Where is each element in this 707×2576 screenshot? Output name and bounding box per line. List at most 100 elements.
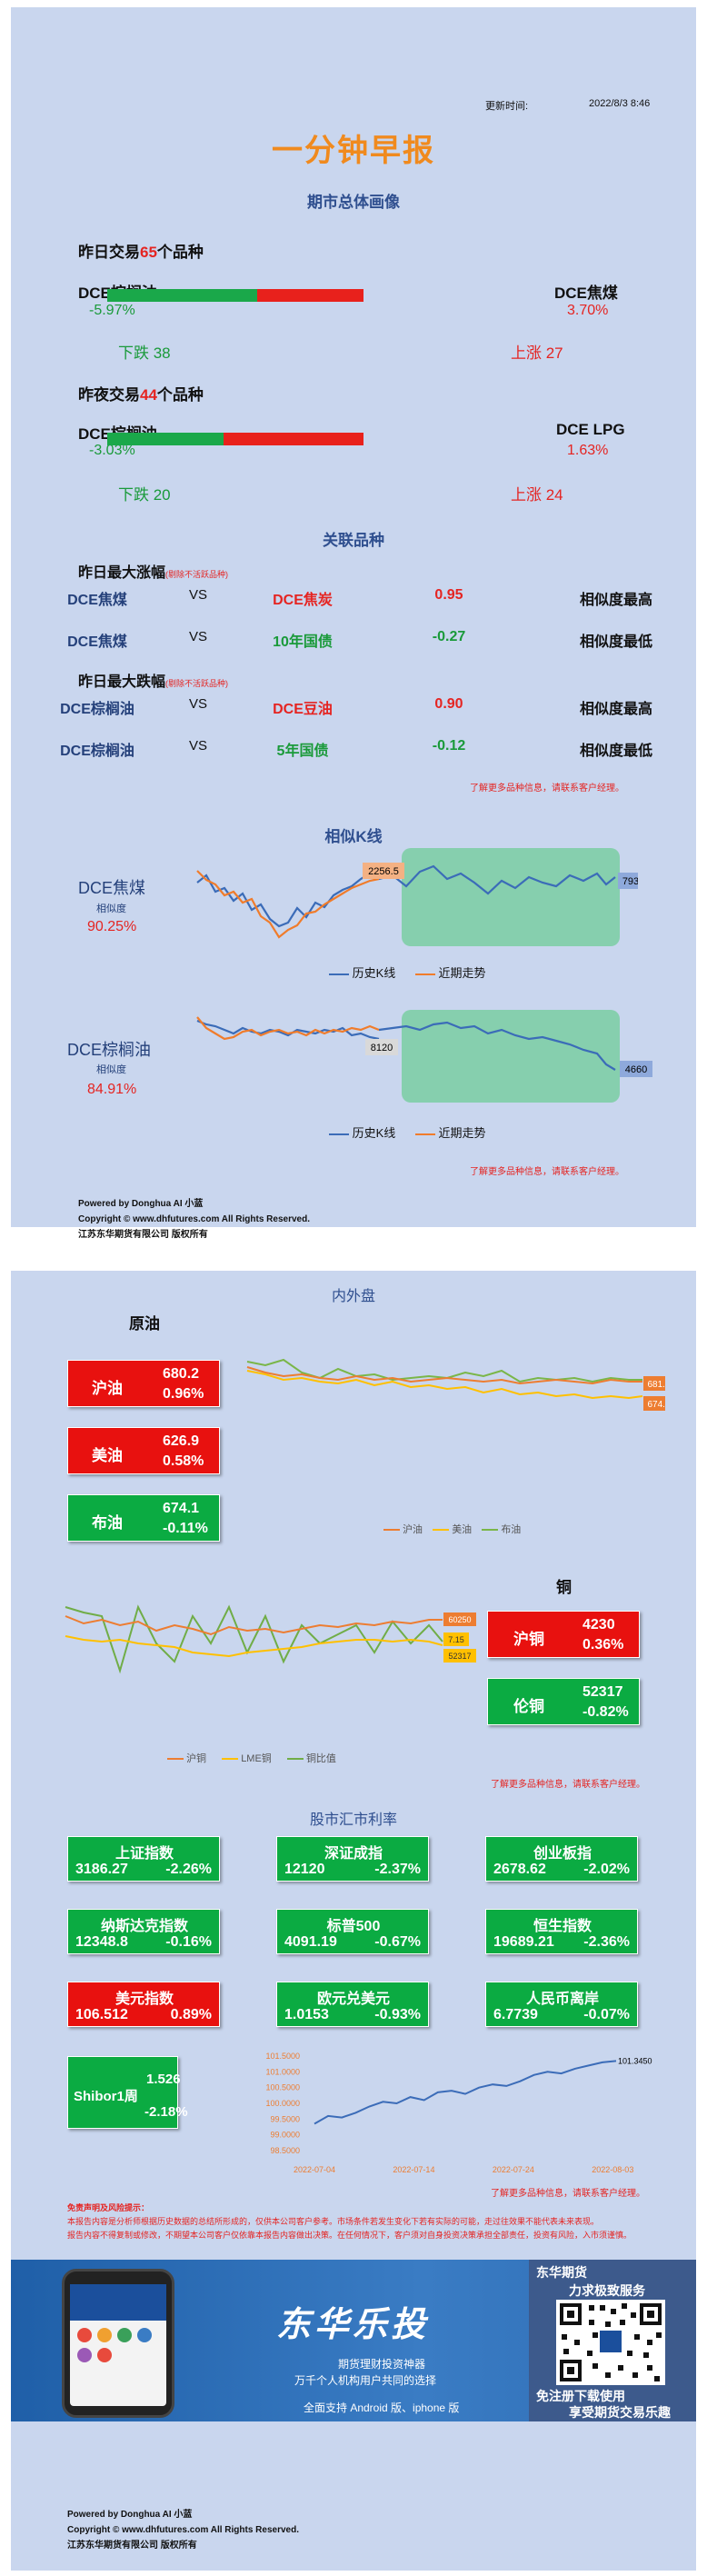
ad-sub3: 全面支持 Android 版、iphone 版 — [304, 2401, 460, 2414]
index-value: 4091.19 — [284, 1934, 337, 1950]
y-tick-label: 99.5000 — [270, 2114, 300, 2123]
night-left-pct: -3.03% — [89, 443, 135, 458]
quote-name: 沪油 — [92, 1380, 123, 1397]
x-tick-label: 2022-07-24 — [493, 2165, 534, 2174]
day-down-bar — [107, 289, 257, 302]
index-name: 纳斯达克指数 — [100, 1919, 188, 1934]
y-tick-label: 99.0000 — [270, 2131, 300, 2140]
copper-label-3-bg — [443, 1649, 476, 1662]
related-b: DCE豆油 — [273, 702, 333, 717]
y-tick-label: 98.5000 — [270, 2146, 300, 2155]
index-value: 106.512 — [75, 2007, 128, 2022]
quote-pct: -0.82% — [583, 1704, 629, 1720]
kline2-label-a-bg — [365, 1039, 398, 1055]
phone-mockup — [62, 2269, 174, 2418]
related-desc: 相似度最高 — [580, 593, 653, 608]
quote-price: 52317 — [583, 1684, 623, 1700]
quote-pct: 0.58% — [163, 1453, 204, 1469]
morning-report-panel: 更新时间: 2022/8/3 8:46 一分钟早报 期市总体画像 昨日交易65个… — [11, 7, 696, 1240]
kline2-label-b-bg — [620, 1061, 652, 1077]
kline1-recent-line — [196, 870, 380, 939]
y-tick-label: 100.5000 — [265, 2083, 300, 2092]
index-box: 纳斯达克指数 12348.8 -0.16% — [67, 1909, 220, 1954]
day-trade-count: 昨日交易65个品种 — [78, 244, 204, 261]
ad-right-bot1: 免注册下载使用 — [536, 2389, 625, 2403]
copper-sh-line — [65, 1615, 443, 1636]
copper-box: 沪铜 4230 0.36% — [487, 1611, 640, 1658]
ad-brand: 东华乐投 — [276, 2306, 430, 2344]
crude-box: 美油 626.9 0.58% — [67, 1427, 220, 1474]
kline1-chart: 2256.5 793 — [196, 848, 638, 946]
related-value: -0.27 — [432, 629, 466, 644]
shibor-name: Shibor1周 — [74, 2089, 138, 2104]
kline2-chart: 8120 4660 — [196, 1010, 652, 1103]
quote-price: 4230 — [583, 1617, 615, 1632]
index-box: 深证成指 12120 -2.37% — [276, 1836, 429, 1882]
kline2-sim: 84.91% — [87, 1082, 137, 1097]
ad-sub2: 万千个人机构用户共同的选择 — [294, 2374, 437, 2387]
disclaimer: 免责声明及风险提示： 本报告内容是分析师根据历史数据的总结所形成的，仅供本公司客… — [67, 2203, 632, 2240]
copper-box: 伦铜 52317 -0.82% — [487, 1678, 640, 1725]
copper-lme-line — [65, 1635, 443, 1658]
index-pct: -0.07% — [583, 2007, 630, 2022]
qr-panel: 东华期货 力求极致服务 免注册下载使用 享受期货交易乐趣 — [529, 2260, 696, 2421]
kline2-label-b: 4660 — [625, 1064, 647, 1075]
related-b: 5年国债 — [276, 744, 329, 759]
quote-price: 680.2 — [163, 1366, 200, 1382]
qr-code — [556, 2300, 665, 2385]
x-tick-label: 2022-07-14 — [393, 2165, 434, 2174]
quote-price: 626.9 — [163, 1433, 200, 1449]
crude-label-2-bg — [643, 1396, 665, 1411]
kline1-recent-hist-line — [378, 864, 616, 895]
shibor-box: Shibor1周 1.526 -2.18% — [67, 2056, 188, 2129]
footer-1: Powered by Donghua AI 小蓝 Copyright © www… — [78, 1199, 310, 1240]
shibor-pct: -2.18% — [144, 2104, 188, 2120]
kline1-sim-label: 相似度 — [96, 904, 126, 914]
related-value: 0.90 — [434, 696, 463, 712]
recent-trend-box — [402, 848, 620, 946]
night-up-label: 上涨 24 — [511, 486, 563, 504]
index-box: 美元指数 106.512 0.89% — [67, 1982, 220, 2027]
kline1-sim: 90.25% — [87, 919, 137, 934]
kline2-recent-hist-line — [378, 1021, 616, 1071]
related-desc: 相似度最低 — [580, 634, 653, 650]
kline1-legend: 历史K线 近期走势 — [329, 964, 486, 981]
legend-recent-swatch — [414, 973, 435, 975]
kline2-sim-label: 相似度 — [96, 1064, 126, 1075]
night-right-name: DCE LPG — [556, 421, 625, 438]
recent-trend-box-2 — [402, 1010, 620, 1103]
index-name: 欧元兑美元 — [316, 1992, 390, 2007]
related-b: 10年国债 — [273, 634, 333, 650]
shibor-end-label: 101.3450 — [618, 2056, 652, 2065]
related-title: 关联品种 — [323, 532, 384, 549]
page-title: 一分钟早报 — [272, 134, 435, 168]
index-box: 人民币离岸 6.7739 -0.07% — [485, 1982, 638, 2027]
index-box: 创业板指 2678.62 -2.02% — [485, 1836, 638, 1882]
x-tick-label: 2022-07-04 — [294, 2165, 335, 2174]
index-pct: -2.26% — [165, 1862, 212, 1877]
shibor-chart: 101.5000 101.0000 100.5000 100.0000 99.5000 9… — [265, 2052, 652, 2174]
index-pct: -0.67% — [374, 1934, 421, 1950]
kline2-label-a: 8120 — [371, 1043, 393, 1053]
night-right-pct: 1.63% — [567, 443, 609, 458]
shibor-series-line — [314, 2060, 617, 2125]
copper-label-2: 7.15 — [448, 1635, 464, 1644]
intl-more-note: 了解更多品种信息，请联系客户经理。 — [491, 1780, 645, 1790]
intl-title: 内外盘 — [331, 1289, 375, 1304]
related-more-note: 了解更多品种信息，请联系客户经理。 — [470, 784, 624, 794]
day-up-bar — [257, 289, 363, 302]
index-pct: -0.93% — [374, 2007, 421, 2022]
crude-label-1-bg — [643, 1376, 665, 1391]
y-tick-label: 101.5000 — [265, 2052, 300, 2061]
quote-pct: 0.36% — [583, 1637, 624, 1652]
legend-recent-swatch-2 — [414, 1133, 435, 1135]
intl-market-panel: 内外盘 原油 沪油 680.2 0.96% 美油 626.9 0.58% 布油 674.1 -0… — [11, 1271, 696, 2571]
copper-label-1-bg — [443, 1612, 476, 1626]
app-ad-banner[interactable]: 东华乐投 期货理财投资神器 万千个人机构用户共同的选择 全面支持 Android… — [11, 2260, 696, 2421]
related-value: 0.95 — [434, 587, 463, 603]
y-tick-label: 101.0000 — [265, 2067, 300, 2076]
copper-ratio-line — [65, 1604, 443, 1674]
kline1-label-a-bg — [363, 863, 404, 879]
index-value: 12120 — [284, 1862, 325, 1877]
copper-title: 铜 — [556, 1579, 572, 1596]
